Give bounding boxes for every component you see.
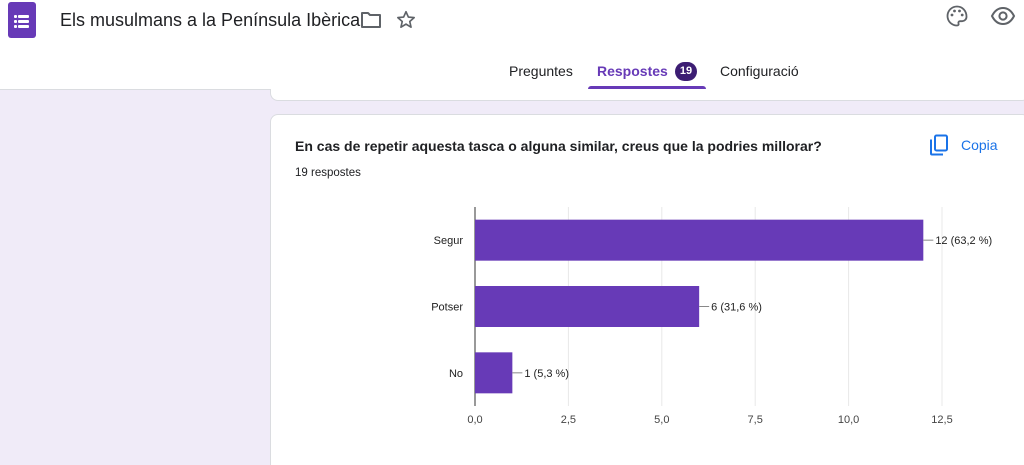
x-tick-label: 2,5 bbox=[561, 414, 576, 426]
x-tick-label: 0,0 bbox=[467, 414, 482, 426]
category-label: Segur bbox=[434, 235, 464, 247]
top-bar: Els musulmans a la Península Ibèrica Pre… bbox=[0, 0, 1024, 90]
x-tick-label: 5,0 bbox=[654, 414, 669, 426]
x-tick-label: 12,5 bbox=[931, 414, 952, 426]
palette-icon[interactable] bbox=[945, 4, 969, 28]
data-label: 1 (5,3 %) bbox=[524, 368, 569, 380]
x-tick-label: 10,0 bbox=[838, 414, 859, 426]
copy-chart-button[interactable]: Copia bbox=[929, 133, 998, 157]
responses-count-badge: 19 bbox=[675, 62, 697, 81]
preview-eye-icon[interactable] bbox=[990, 4, 1016, 28]
active-tab-indicator bbox=[588, 86, 706, 89]
tab-settings[interactable]: Configuració bbox=[720, 63, 799, 79]
tab-questions[interactable]: Preguntes bbox=[509, 63, 573, 79]
data-label: 12 (63,2 %) bbox=[935, 235, 992, 247]
copy-icon bbox=[930, 134, 948, 156]
category-label: No bbox=[449, 368, 463, 380]
form-title[interactable]: Els musulmans a la Península Ibèrica bbox=[60, 10, 361, 30]
question-title: En cas de repetir aquesta tasca o alguna… bbox=[295, 138, 822, 154]
x-tick-label: 7,5 bbox=[748, 414, 763, 426]
bar bbox=[475, 219, 924, 261]
bar-chart: 0,0 2,5 5,0 7,5 10,0 12,5 Segur 12 (63,2 %) Pots… bbox=[431, 207, 992, 426]
response-count: 19 respostes bbox=[295, 167, 361, 179]
bar bbox=[475, 286, 700, 327]
bar bbox=[475, 352, 513, 394]
question-summary-card: En cas de repetir aquesta tasca o alguna… bbox=[270, 114, 1024, 465]
tab-responses[interactable]: Respostes bbox=[597, 63, 668, 79]
data-label: 6 (31,6 %) bbox=[711, 302, 762, 314]
star-icon[interactable] bbox=[395, 9, 417, 31]
category-label: Potser bbox=[431, 302, 463, 314]
previous-question-card bbox=[270, 89, 1024, 101]
forms-logo-icon[interactable] bbox=[8, 2, 36, 38]
copy-label: Copia bbox=[961, 137, 998, 153]
folder-icon[interactable] bbox=[360, 10, 382, 30]
